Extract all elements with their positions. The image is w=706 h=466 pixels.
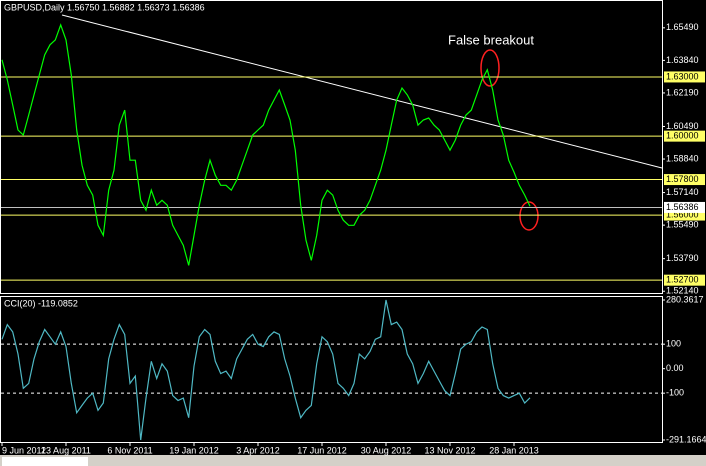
- tab[interactable]: [2, 457, 88, 466]
- x-tick-label: 23 Aug 2011: [41, 445, 91, 455]
- x-tick-label: 19 Jan 2012: [169, 445, 219, 455]
- tab-bar: [0, 455, 706, 466]
- x-tick-label: 9 Jun 2011: [2, 445, 46, 455]
- chart-title: GBPUSD,Daily 1.56750 1.56882 1.56373 1.5…: [4, 2, 205, 12]
- x-tick-label: 28 Jan 2013: [489, 445, 539, 455]
- y-tick-label: 100: [666, 339, 681, 349]
- annotation: False breakout: [448, 32, 534, 47]
- x-tick-label: 6 Nov 2011: [107, 445, 152, 455]
- indicator-title: CCI(20) -119.0852: [4, 298, 78, 308]
- price-panel-frame: [0, 0, 663, 294]
- level-label-box: [664, 130, 705, 142]
- current-price-box: [664, 201, 705, 213]
- x-tick-label: 13 Nov 2012: [424, 445, 475, 455]
- y-tick-label: -291.1664: [666, 434, 706, 444]
- level-label: 1.63000: [666, 71, 699, 81]
- cci-line: [1, 299, 531, 441]
- level-label-box: [664, 274, 705, 286]
- current-price-label: 1.56386: [666, 202, 699, 212]
- level-label: 1.56000: [666, 209, 699, 219]
- level-label-box: [664, 209, 705, 221]
- y-tick-label: 1.52140: [666, 286, 699, 296]
- y-tick-label: 1.53790: [666, 253, 699, 263]
- y-tick-label: 0.00: [666, 363, 684, 373]
- highlight-circle: [480, 49, 500, 87]
- y-tick-label: 1.58840: [666, 153, 699, 163]
- x-tick-label: 3 Apr 2012: [236, 445, 280, 455]
- y-tick-label: -100: [666, 388, 684, 398]
- y-tick-label: 1.57140: [666, 187, 699, 197]
- highlight-circle: [519, 201, 539, 231]
- y-tick-label: 1.62190: [666, 87, 699, 97]
- y-tick-label: 280.3617: [666, 294, 704, 304]
- cci-panel-frame: [0, 296, 663, 443]
- y-tick-label: 1.65490: [666, 22, 699, 32]
- y-tick-label: 1.55490: [666, 220, 699, 230]
- x-tick-label: 30 Aug 2012: [361, 445, 412, 455]
- level-label: 1.60000: [666, 131, 699, 141]
- trend-line: [61, 14, 663, 169]
- level-label-box: [664, 71, 705, 83]
- level-label: 1.52700: [666, 275, 699, 285]
- level-label: 1.57800: [666, 174, 699, 184]
- level-label-box: [664, 174, 705, 186]
- y-tick-label: 1.60490: [666, 121, 699, 131]
- y-tick-label: 1.63840: [666, 55, 699, 65]
- x-tick-label: 17 Jun 2012: [297, 445, 347, 455]
- price-line: [1, 23, 531, 266]
